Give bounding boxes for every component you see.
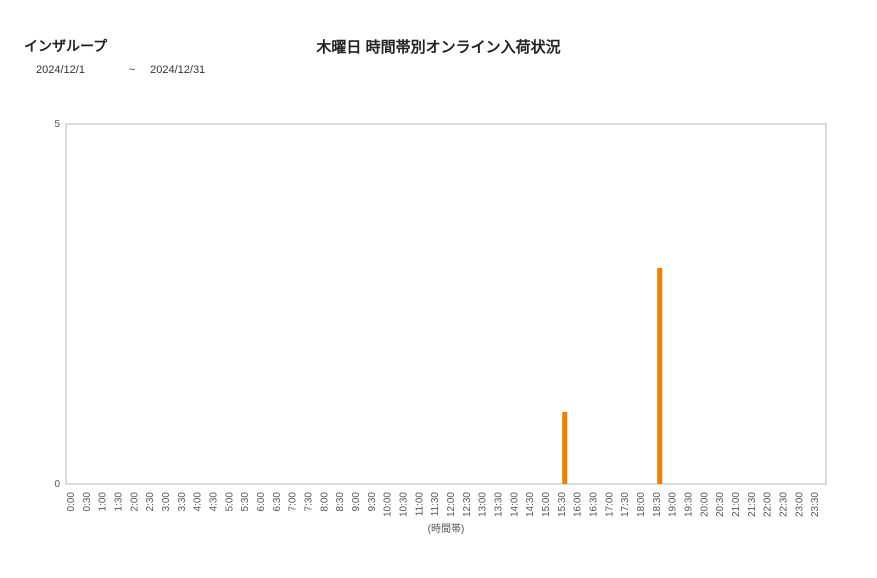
xtick-label: 11:00 bbox=[414, 492, 425, 517]
xtick-label: 21:00 bbox=[731, 492, 742, 517]
xtick-label: 7:00 bbox=[288, 492, 299, 512]
xtick-label: 14:30 bbox=[525, 492, 536, 517]
ytick-label: 5 bbox=[54, 120, 60, 130]
xtick-label: 0:30 bbox=[82, 492, 93, 512]
xtick-label: 18:00 bbox=[636, 492, 647, 517]
xtick-label: 8:30 bbox=[335, 492, 346, 512]
xtick-label: 5:00 bbox=[224, 492, 235, 512]
xtick-label: 21:30 bbox=[747, 492, 758, 517]
xtick-label: 18:30 bbox=[652, 492, 663, 517]
chart-area: 0 5 0:00 0:30 1:00 1:30 2:00 2:30 3:00 3:30 4:00 4:… bbox=[26, 120, 846, 540]
xtick-label: 20:30 bbox=[715, 492, 726, 517]
xtick-label: 20:00 bbox=[699, 492, 710, 517]
xtick-label: 8:00 bbox=[319, 492, 330, 512]
xtick-label: 13:00 bbox=[478, 492, 489, 517]
xtick-label: 9:00 bbox=[351, 492, 362, 512]
xtick-label: 19:00 bbox=[668, 492, 679, 517]
xtick-label: 7:30 bbox=[303, 492, 314, 512]
xtick-label: 4:00 bbox=[193, 492, 204, 512]
xtick-label: 16:00 bbox=[573, 492, 584, 517]
xtick-label: 16:30 bbox=[588, 492, 599, 517]
xtick-label: 22:30 bbox=[778, 492, 789, 517]
xtick-label: 1:00 bbox=[98, 492, 109, 512]
xtick-label: 2:30 bbox=[145, 492, 156, 512]
header: インザループ 木曜日 時間帯別オンライン入荷状況 2024/12/1 ~ 202… bbox=[0, 0, 877, 80]
plot-area bbox=[66, 124, 826, 484]
company-name: インザループ bbox=[24, 36, 107, 56]
bar bbox=[562, 412, 567, 484]
xtick-label: 14:00 bbox=[509, 492, 520, 517]
xtick-label: 12:30 bbox=[462, 492, 473, 517]
xtick-label: 11:30 bbox=[430, 492, 441, 517]
xtick-label: 2:00 bbox=[129, 492, 140, 512]
ytick-label: 0 bbox=[54, 479, 60, 490]
chart-svg: 0 5 0:00 0:30 1:00 1:30 2:00 2:30 3:00 3:30 4:00 4:… bbox=[26, 120, 846, 540]
xtick-label: 10:00 bbox=[383, 492, 394, 517]
xtick-label: 6:30 bbox=[272, 492, 283, 512]
xtick-label: 13:30 bbox=[493, 492, 504, 517]
xtick-label: 3:30 bbox=[177, 492, 188, 512]
xtick-label: 4:30 bbox=[208, 492, 219, 512]
chart-title: 木曜日 時間帯別オンライン入荷状況 bbox=[316, 36, 560, 57]
xtick-label: 9:30 bbox=[367, 492, 378, 512]
xaxis-title: (時間帯) bbox=[428, 522, 465, 535]
bar bbox=[657, 268, 662, 484]
xtick-label: 1:30 bbox=[113, 492, 124, 512]
xtick-label: 0:00 bbox=[66, 492, 77, 512]
xtick-label: 12:00 bbox=[446, 492, 457, 517]
date-range: 2024/12/1 ~ 2024/12/31 bbox=[36, 64, 205, 76]
xtick-label: 6:00 bbox=[256, 492, 267, 512]
date-start: 2024/12/1 bbox=[36, 64, 114, 76]
xtick-label: 15:30 bbox=[557, 492, 568, 517]
xtick-label: 23:00 bbox=[794, 492, 805, 517]
xtick-label: 23:30 bbox=[810, 492, 821, 517]
xtick-label: 5:30 bbox=[240, 492, 251, 512]
xtick-label: 22:00 bbox=[763, 492, 774, 517]
date-separator: ~ bbox=[117, 64, 147, 76]
xtick-label: 17:00 bbox=[604, 492, 615, 517]
xtick-label: 19:30 bbox=[683, 492, 694, 517]
xtick-label: 17:30 bbox=[620, 492, 631, 517]
date-end: 2024/12/31 bbox=[150, 64, 205, 76]
xtick-label: 15:00 bbox=[541, 492, 552, 517]
xtick-label: 3:00 bbox=[161, 492, 172, 512]
xtick-label: 10:30 bbox=[398, 492, 409, 517]
